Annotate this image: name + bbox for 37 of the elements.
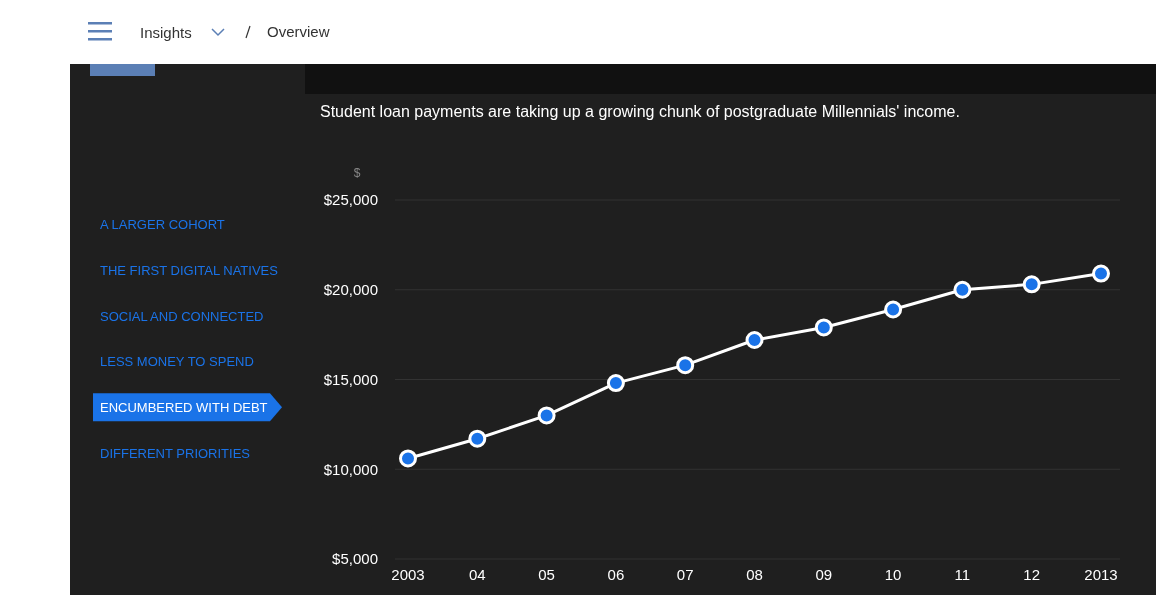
y-tick-label: $15,000 — [323, 370, 378, 388]
text: Insights — [140, 24, 192, 41]
x-tick-label: 07 — [676, 566, 694, 583]
x-tick-label: 11 — [954, 566, 971, 583]
text: DIFFERENT PRIORITIES — [100, 446, 251, 461]
point — [953, 280, 972, 299]
y-tick-label: $25,000 — [323, 191, 378, 209]
point — [745, 331, 764, 350]
point — [1022, 275, 1041, 294]
text: Overview — [267, 23, 330, 40]
y-tick-label: $5,000 — [332, 550, 378, 568]
x-tick-label: 09 — [815, 566, 833, 583]
y-tick-label: $10,000 — [323, 460, 378, 478]
point — [537, 406, 556, 425]
point — [884, 300, 903, 319]
y-tick-label: $20,000 — [323, 281, 378, 298]
x-tick-label: 2013 — [1084, 566, 1118, 583]
text: A LARGER COHORT — [100, 217, 225, 232]
x-tick-label: 04 — [468, 566, 486, 583]
point — [399, 449, 417, 468]
point — [1092, 264, 1110, 283]
x-tick-label: 2003 — [391, 566, 425, 583]
point — [676, 356, 695, 375]
text: THE FIRST DIGITAL NATIVES — [100, 262, 279, 278]
x-tick-label: 08 — [746, 566, 763, 583]
x-tick-label: 10 — [884, 566, 902, 583]
point — [468, 429, 487, 448]
x-tick-label: 12 — [1023, 566, 1041, 583]
point — [814, 318, 833, 337]
chart-title: Student loan payments are taking up a growing chunk of postgraduate Millennials' income. — [320, 103, 960, 120]
x-tick-label: 06 — [607, 566, 625, 583]
text: SOCIAL AND CONNECTED — [100, 308, 264, 324]
point — [606, 374, 625, 393]
text: ENCUMBERED WITH DEBT — [100, 400, 268, 416]
x-tick-label: 05 — [538, 566, 555, 583]
text: LESS MONEY TO SPEND — [100, 354, 254, 370]
y-axis-title: $ — [353, 166, 361, 180]
